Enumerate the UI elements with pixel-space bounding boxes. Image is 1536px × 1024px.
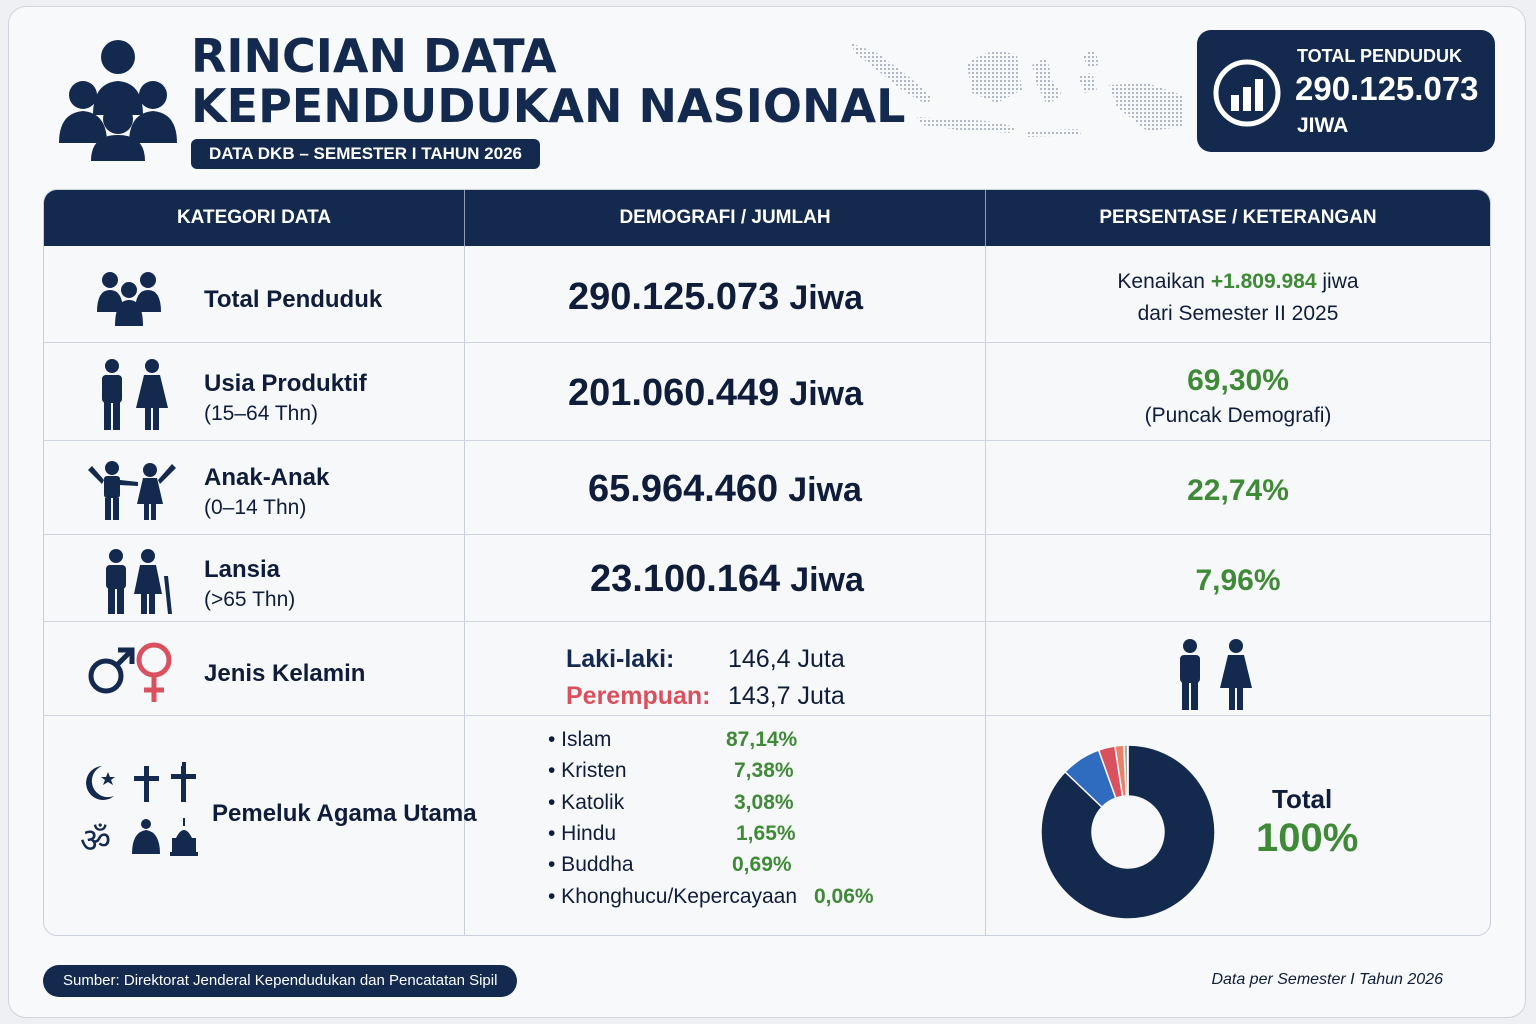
religion-item-name: • Kristen: [548, 759, 627, 783]
donut-total-value: 100%: [1256, 816, 1359, 860]
column-header-demography: DEMOGRAFI / JUMLAH: [619, 207, 831, 228]
religion-item-percent: 3,08%: [734, 790, 794, 814]
row-total-unit: Jiwa: [789, 279, 864, 317]
religion-item-name: • Islam: [548, 728, 612, 751]
source-note: Sumber: Direktorat Jenderal Kependudukan…: [43, 965, 518, 997]
row-total-label: Total Penduduk: [204, 286, 383, 313]
donut-total-label: Total: [1272, 784, 1333, 814]
row-elderly-label: Lansia (>65 Thn): [204, 556, 295, 612]
row-productive-sub: (15–64 Thn): [204, 402, 319, 425]
row-productive-title: Usia Produktif: [204, 370, 367, 397]
religion-item-percent: 0,06%: [814, 884, 874, 908]
row-children-title: Anak-Anak: [204, 464, 330, 491]
row-children-number: 65.964.460: [588, 468, 779, 510]
row-elderly-unit: Jiwa: [790, 561, 864, 599]
row-productive-number: 201.060.449: [568, 372, 780, 414]
row-elderly-sub: (>65 Thn): [204, 588, 296, 611]
female-value: 143,7 Juta: [728, 682, 845, 710]
bar-chart-icon: [1213, 59, 1281, 127]
page-title: RINCIAN DATA KEPENDUDUKAN NASIONAL: [191, 31, 905, 131]
religion-item-percent: 87,14%: [726, 728, 798, 751]
svg-text:ॐ: ॐ: [80, 821, 111, 858]
period-note: Data per Semester I Tahun 2026: [1211, 971, 1443, 988]
title-line-1: RINCIAN DATA: [191, 29, 557, 83]
donut-slice-islam: [1040, 744, 1216, 920]
infographic-page: RINCIAN DATA KEPENDUDUKAN NASIONAL DATA …: [8, 6, 1526, 1018]
title-line-2: KEPENDUDUKAN NASIONAL: [191, 79, 906, 133]
population-group-icon: [59, 40, 177, 161]
column-header-category: KATEGORI DATA: [176, 207, 332, 228]
row-children-value: 65.964.460 Jiwa: [588, 468, 862, 511]
male-label: Laki-laki:: [566, 645, 675, 673]
note-prefix: Kenaikan: [1117, 270, 1205, 293]
family-icon: [97, 272, 161, 326]
row-elderly-value: 23.100.164 Jiwa: [590, 558, 864, 601]
note-unit: jiwa: [1322, 270, 1359, 293]
indonesia-map-icon: [851, 43, 1182, 137]
elderly-couple-icon: [106, 549, 172, 614]
female-label: Perempuan:: [566, 682, 711, 710]
row-religion-label: Pemeluk Agama Utama: [212, 800, 477, 827]
row-productive-percent: 69,30%: [1187, 364, 1289, 397]
man-woman-icon-right: [1180, 639, 1252, 710]
row-productive-value: 201.060.449 Jiwa: [568, 372, 863, 415]
row-gender-label: Jenis Kelamin: [204, 660, 366, 687]
note-increase: +1.809.984: [1210, 270, 1317, 293]
total-card-label: TOTAL PENDUDUK: [1297, 46, 1463, 66]
religion-symbols-icon: ॐ: [80, 762, 198, 858]
row-total-note: Kenaikan +1.809.984 jiwa: [986, 270, 1490, 294]
male-value: 146,4 Juta: [728, 645, 845, 673]
row-total-number: 290.125.073: [568, 276, 780, 318]
total-population-card: TOTAL PENDUDUK 290.125.073 JIWA: [1197, 30, 1495, 152]
religion-item-name: • Khonghucu/Kepercayaan: [548, 884, 798, 908]
row-children-unit: Jiwa: [788, 471, 862, 509]
religion-item-name: • Katolik: [548, 790, 625, 814]
female-symbol-icon: [136, 642, 172, 702]
row-productive-label: Usia Produktif (15–64 Thn): [204, 370, 367, 426]
row-total-value: 290.125.073 Jiwa: [568, 276, 863, 319]
data-table: KATEGORI DATA DEMOGRAFI / JUMLAH PERSENT…: [43, 189, 1491, 936]
religion-item-name: • Hindu: [548, 821, 617, 845]
row-children-percent: 22,74%: [1187, 474, 1289, 507]
total-card-value: 290.125.073: [1295, 70, 1479, 107]
row-elderly-number: 23.100.164: [590, 558, 781, 600]
row-productive-unit: Jiwa: [789, 375, 864, 413]
religion-item-percent: 7,38%: [734, 759, 794, 783]
row-children-sub: (0–14 Thn): [204, 496, 307, 519]
column-header-percentage: PERSENTASE / KETERANGAN: [1099, 207, 1377, 228]
religion-item-percent: 1,65%: [736, 821, 796, 845]
male-symbol-icon: [88, 647, 135, 694]
row-elderly-percent: 7,96%: [1195, 564, 1281, 597]
man-woman-icon: [102, 359, 168, 430]
row-elderly-title: Lansia: [204, 556, 281, 583]
religion-item-percent: 0,69%: [732, 853, 792, 877]
row-productive-note: (Puncak Demografi): [1144, 404, 1332, 427]
table-header: KATEGORI DATA DEMOGRAFI / JUMLAH PERSENT…: [44, 190, 1490, 246]
subtitle-badge: DATA DKB – SEMESTER I TAHUN 2026: [191, 139, 540, 169]
religion-donut-chart: [1040, 744, 1216, 920]
children-icon: [88, 461, 176, 520]
row-children-label: Anak-Anak (0–14 Thn): [204, 464, 329, 520]
religion-item-name: • Buddha: [548, 853, 634, 877]
total-card-unit: JIWA: [1297, 114, 1349, 137]
row-total-note-line2: dari Semester II 2025: [1137, 302, 1339, 325]
